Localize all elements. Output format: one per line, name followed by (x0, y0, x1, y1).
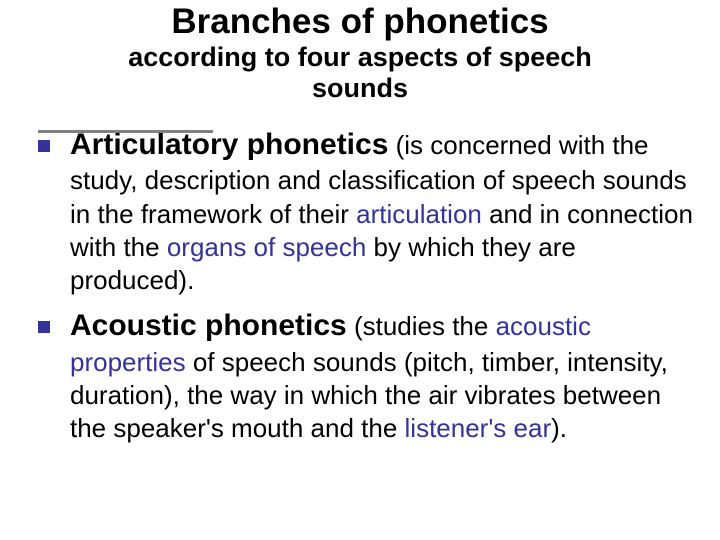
list-item: Articulatory phonetics (is concerned wit… (38, 126, 700, 297)
bullet-square-icon (38, 140, 50, 152)
slide-title: Branches of phonetics according to four … (0, 0, 720, 104)
title-line-1: Branches of phonetics (0, 2, 720, 42)
keyword: articulation (356, 199, 482, 229)
content-area: Articulatory phonetics (is concerned wit… (0, 104, 720, 446)
item-text: Acoustic phonetics (studies the acoustic… (70, 307, 700, 445)
text-segment: (studies the (347, 311, 496, 341)
list-item: Acoustic phonetics (studies the acoustic… (38, 307, 700, 445)
item-text: Articulatory phonetics (is concerned wit… (70, 126, 700, 297)
title-underline (38, 130, 213, 133)
keyword: organs of speech (167, 232, 366, 262)
term: Acoustic phonetics (70, 309, 347, 342)
title-line-3: sounds (0, 73, 720, 104)
keyword: listener's ear (405, 413, 552, 443)
text-segment: ). (551, 413, 567, 443)
title-line-2: according to four aspects of speech (0, 42, 720, 73)
bullet-square-icon (38, 321, 50, 333)
